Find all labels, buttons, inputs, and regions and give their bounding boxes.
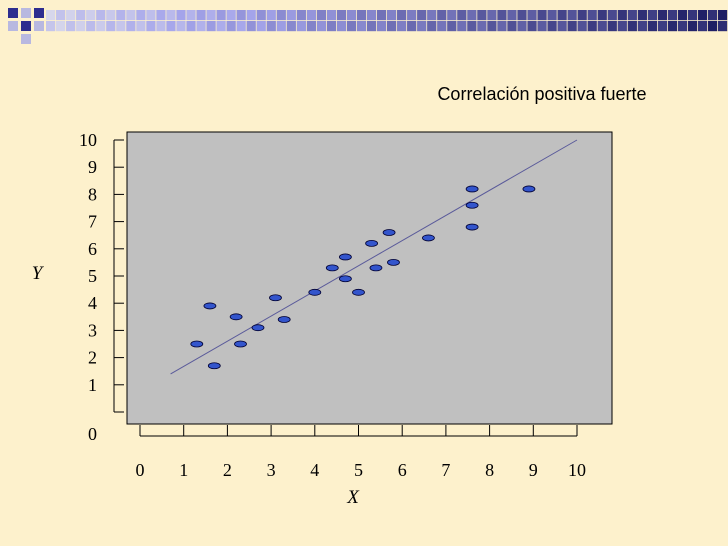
data-point: [190, 340, 204, 348]
data-point: [207, 362, 221, 370]
data-points: [190, 185, 536, 370]
trend-line: [170, 139, 578, 375]
y-tick-label: 7: [88, 212, 97, 232]
data-point: [522, 185, 536, 193]
data-point: [422, 234, 435, 242]
y-tick-label: 0: [88, 424, 97, 444]
x-tick-label: 3: [267, 460, 276, 480]
data-point: [203, 302, 217, 310]
y-tick-label: 10: [79, 130, 97, 150]
y-tick-label: 3: [88, 320, 97, 340]
x-tick-label: 4: [310, 460, 319, 480]
data-point: [277, 316, 291, 323]
data-point: [325, 264, 339, 272]
data-point: [387, 258, 400, 266]
data-point: [465, 223, 479, 231]
y-tick-label: 6: [88, 239, 97, 259]
y-tick-label: 2: [88, 348, 97, 368]
plot-area: [126, 131, 613, 425]
data-point: [269, 294, 282, 302]
data-point: [352, 288, 365, 296]
x-tick-label: 0: [136, 460, 145, 480]
data-point: [365, 239, 379, 247]
data-point: [308, 288, 322, 296]
data-point: [465, 185, 479, 193]
y-tick-label: 8: [88, 184, 97, 204]
x-tick-label: 2: [223, 460, 232, 480]
y-tick-label: 5: [88, 266, 97, 286]
data-point: [382, 229, 396, 236]
data-point: [251, 324, 265, 332]
chart-title: Correlación positiva fuerte: [437, 84, 646, 104]
y-axis-title: Y: [32, 263, 45, 284]
x-axis-title: X: [346, 487, 360, 508]
y-tick-label: 9: [88, 157, 97, 177]
data-point: [338, 275, 352, 283]
x-tick-label: 10: [568, 460, 586, 480]
x-tick-label: 8: [485, 460, 494, 480]
x-tick-label: 5: [354, 460, 363, 480]
header-banner: [8, 8, 728, 44]
x-axis-ticks: 0 1 2 3 4 5 6 7 8 9 10: [136, 425, 586, 480]
x-tick-label: 9: [529, 460, 538, 480]
data-point: [229, 313, 243, 321]
data-point: [338, 253, 352, 261]
y-tick-label: 4: [88, 293, 97, 313]
x-tick-label: 7: [441, 460, 450, 480]
data-point: [234, 340, 247, 348]
data-point: [369, 264, 383, 272]
y-axis-ticks: 0 1 2 3 4 5 6 7 8 9 10: [79, 130, 124, 444]
x-tick-label: 6: [398, 460, 407, 480]
y-tick-label: 1: [88, 375, 97, 395]
data-point: [465, 201, 479, 209]
x-tick-label: 1: [179, 460, 188, 480]
